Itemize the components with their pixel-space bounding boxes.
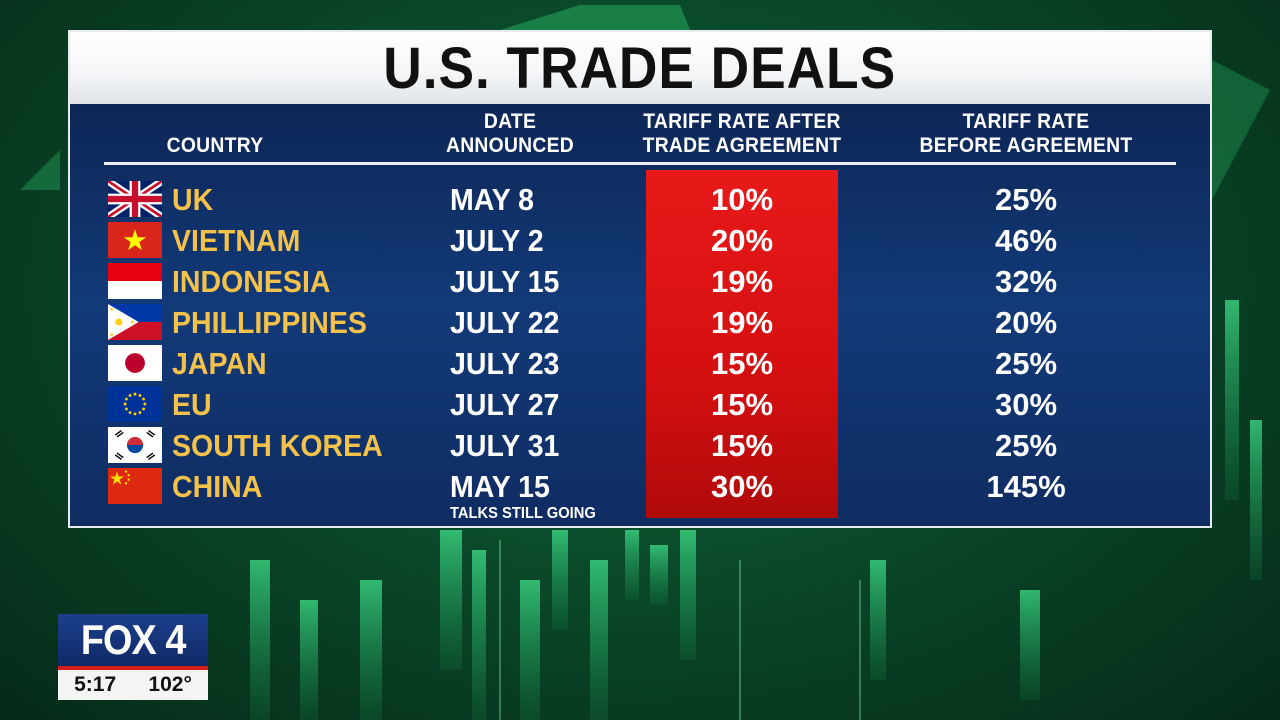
country-name: JAPAN <box>172 346 267 381</box>
date-announced: JULY 22 <box>450 305 560 340</box>
tariff-after: 15% <box>710 428 774 463</box>
table-row: EU JULY 27 15% 30% <box>70 383 1210 424</box>
china-flag-icon <box>108 468 162 504</box>
tariff-before: 25% <box>994 428 1058 463</box>
tariff-before: 25% <box>994 182 1058 217</box>
header-after: TARIFF RATE AFTER TRADE AGREEMENT <box>635 110 848 158</box>
date-announced: JULY 31 <box>450 428 560 463</box>
tariff-before: 32% <box>994 264 1058 299</box>
table-row: INDONESIA JULY 15 19% 32% <box>70 260 1210 301</box>
tariff-before: 20% <box>994 305 1058 340</box>
title-bar: U.S. TRADE DEALS <box>70 32 1210 104</box>
table-row: CHINA MAY 15 TALKS STILL GOING 30% 145% <box>70 465 1210 522</box>
philippines-flag-icon <box>108 304 162 340</box>
temperature: 102° <box>148 673 192 696</box>
clock-time: 5:17 <box>74 673 117 696</box>
table-row: UK MAY 8 10% 25% <box>70 178 1210 219</box>
logo-text: FOX 4 <box>80 616 187 663</box>
table-row: JAPAN JULY 23 15% 25% <box>70 342 1210 383</box>
date-announced: JULY 15 <box>450 264 560 299</box>
date-announced: JULY 23 <box>450 346 560 381</box>
header-date-line2: ANNOUNCED <box>445 134 575 157</box>
table-row: VIETNAM JULY 2 20% 46% <box>70 219 1210 260</box>
page-title: U.S. TRADE DEALS <box>383 35 897 101</box>
header-after-line1: TARIFF RATE AFTER <box>643 110 841 133</box>
vietnam-flag-icon <box>108 222 162 258</box>
table-row: SOUTH KOREA JULY 31 15% 25% <box>70 424 1210 465</box>
country-name: EU <box>172 387 212 422</box>
header-before: TARIFF RATE BEFORE AGREEMENT <box>910 110 1142 158</box>
header-before-line2: BEFORE AGREEMENT <box>919 134 1133 157</box>
header-country-label: COUNTRY <box>166 134 264 157</box>
country-name: INDONESIA <box>172 264 331 299</box>
eu-flag-icon <box>108 386 162 422</box>
after-rate-highlight-column <box>646 170 838 518</box>
japan-flag-icon <box>108 345 162 381</box>
tariff-after: 15% <box>710 346 774 381</box>
header-after-line2: TRADE AGREEMENT <box>642 134 842 157</box>
country-name: CHINA <box>172 469 263 504</box>
tariff-after: 19% <box>710 305 774 340</box>
date-announced: JULY 27 <box>450 387 560 422</box>
tariff-after: 15% <box>710 387 774 422</box>
header-date-line1: DATE <box>483 110 537 133</box>
date-announced: MAY 15 <box>450 469 550 504</box>
talks-note: TALKS STILL GOING <box>450 505 596 522</box>
tariff-before: 30% <box>994 387 1058 422</box>
fox4-logo: FOX 4 <box>58 614 208 670</box>
tariff-after: 10% <box>710 182 774 217</box>
tariff-before: 46% <box>994 223 1058 258</box>
date-announced: MAY 8 <box>450 182 535 217</box>
trade-deals-panel: U.S. TRADE DEALS COUNTRY DATE ANNOUNCED … <box>68 30 1212 528</box>
tariff-after: 30% <box>710 469 774 504</box>
date-announced: JULY 2 <box>450 223 544 258</box>
tariff-before: 145% <box>986 469 1066 504</box>
indonesia-flag-icon <box>108 263 162 299</box>
uk-flag-icon <box>108 181 162 217</box>
time-temp-bar: 5:17 102° <box>58 670 208 700</box>
table-row: PHILLIPPINES JULY 22 19% 20% <box>70 301 1210 342</box>
header-divider <box>104 162 1176 165</box>
tariff-before: 25% <box>994 346 1058 381</box>
tariff-after: 20% <box>710 223 774 258</box>
header-before-line1: TARIFF RATE <box>962 110 1090 133</box>
station-logo-bug: FOX 4 5:17 102° <box>58 614 208 700</box>
country-name: PHILLIPPINES <box>172 305 367 340</box>
country-name: SOUTH KOREA <box>172 428 383 463</box>
country-name: UK <box>172 182 214 217</box>
south-korea-flag-icon <box>108 427 162 463</box>
header-date: DATE ANNOUNCED <box>418 110 602 158</box>
header-country: COUNTRY <box>137 134 293 158</box>
country-name: VIETNAM <box>172 223 301 258</box>
tariff-after: 19% <box>710 264 774 299</box>
